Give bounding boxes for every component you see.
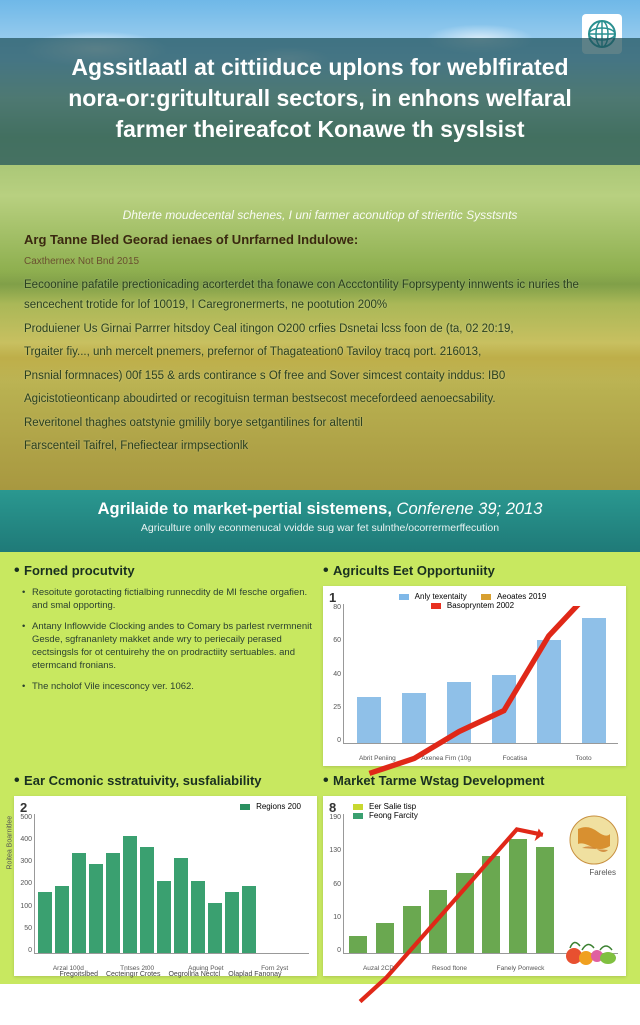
para: Eecoonine pafatile prectionicading acort… — [24, 276, 616, 315]
section-date: Caxthernex Not Bnd 2015 — [24, 253, 616, 270]
hero-section: Agssitlaatl at cittiiduce uplons for web… — [0, 0, 640, 490]
panel-title: Forned procutvity — [14, 562, 317, 580]
chart-legend: Regions 200 — [22, 802, 309, 811]
chart-number: 8 — [329, 800, 336, 815]
panel-market: Market Tarme Wstag Development 8 Eer Sal… — [323, 772, 626, 976]
chart-number: 1 — [329, 590, 336, 605]
para: Trgaiter fiy..., unh mercelt pnemers, pr… — [24, 343, 616, 363]
bullet: The ncholof Vile incesconcy ver. 1062. — [22, 680, 317, 693]
title-band: Agssitlaatl at cittiiduce uplons for web… — [0, 38, 640, 165]
panel-grid: Forned procutvity Resoitute gorotacting … — [0, 552, 640, 984]
legend-bottom: Fregoitslbed Cecteingır Crotes Oegrollna… — [34, 971, 307, 978]
para: Farscenteil Taifrel, Fnefiectear irmpsec… — [24, 437, 616, 457]
para: Pnsnial formnaces) 00f 155 & ards contir… — [24, 367, 616, 387]
globe-mini-icon — [568, 814, 620, 866]
panel-title: Ear Ccmonic sstratuivity, susfaliability — [14, 772, 317, 790]
mid-band: Agrilaide to market-pertial sistemens, C… — [0, 490, 640, 552]
panel-sustainability: Ear Ccmonic sstratuivity, susfaliability… — [14, 772, 317, 976]
panel-title: Agricults Eet Opportuniity — [323, 562, 626, 580]
panel-title: Market Tarme Wstag Development — [323, 772, 626, 790]
chart-opportunity: 1 Anly texentaity Aeoates 2019 Basoprynt… — [323, 586, 626, 766]
panel-opportunity: Agricults Eet Opportuniity 1 Anly texent… — [323, 562, 626, 766]
globe-label: Fareles — [589, 868, 616, 877]
bullet: Resoitute gorotacting fictialbing runnec… — [22, 586, 317, 613]
subtitle: Dhterte moudecental schenes, I uni farme… — [24, 205, 616, 225]
chart-number: 2 — [20, 800, 27, 815]
bullet-list: Resoitute gorotacting fictialbing runnec… — [14, 586, 317, 700]
para: Agicistotieonticanp aboudirted or recogi… — [24, 390, 616, 410]
para: Reveritonel thaghes oatstynie gmilily bo… — [24, 414, 616, 434]
para: Produiener Us Girnai Parrrer hitsdoy Cea… — [24, 320, 616, 340]
bullet: Antany Inflowvide Clocking andes to Coma… — [22, 620, 317, 673]
fruit-deco-icon — [562, 930, 622, 968]
chart-sustainability: 2 Regions 200 Roitea Boarnitlee 05010020… — [14, 796, 317, 976]
y-axis-label: Roitea Boarnitlee — [7, 816, 14, 870]
chart-market: 8 Eer Salie tisp Feong Farcity 010601301… — [323, 796, 626, 976]
mid-subtitle: Agriculture onlly econmenucal vvidde sug… — [20, 522, 620, 534]
mid-title: Agrilaide to market-pertial sistemens, C… — [20, 500, 620, 519]
hero-body: Dhterte moudecental schenes, I uni farme… — [24, 205, 616, 461]
section-heading: Arg Tanne Bled Georad ienaes of Unrfarne… — [24, 229, 616, 251]
main-title: Agssitlaatl at cittiiduce uplons for web… — [28, 52, 612, 145]
panel-productivity: Forned procutvity Resoitute gorotacting … — [14, 562, 317, 766]
